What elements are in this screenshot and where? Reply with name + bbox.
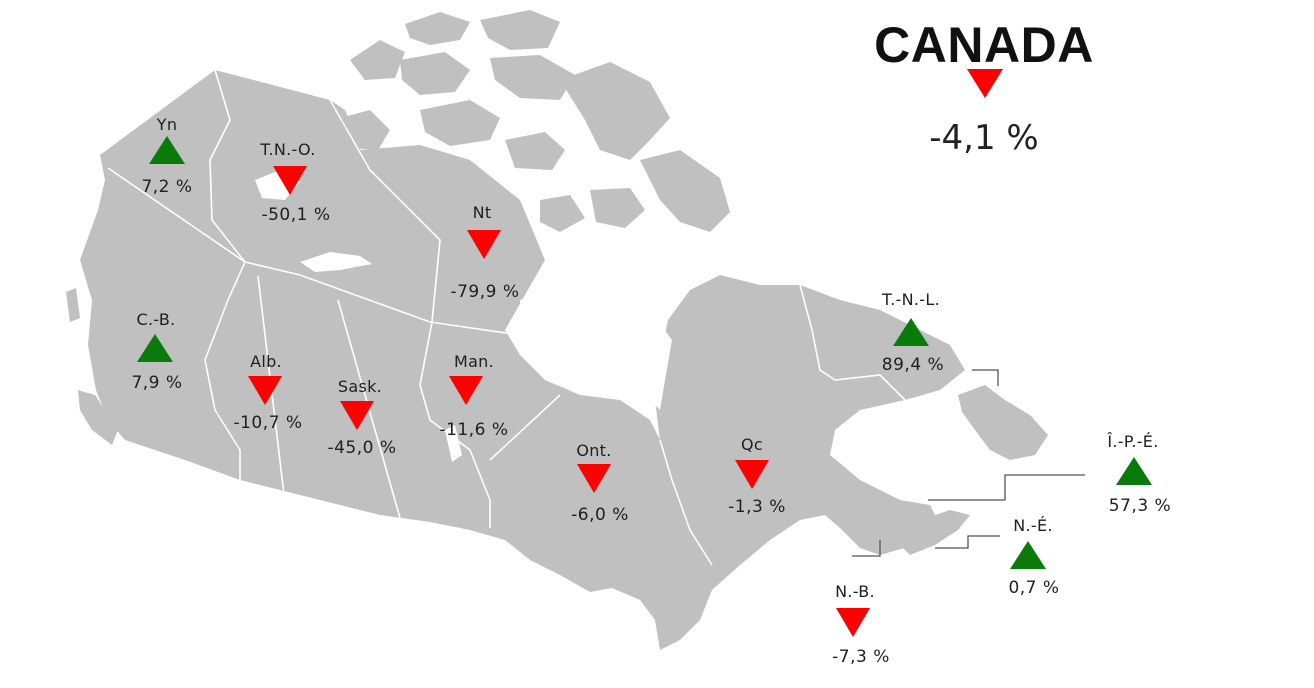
border-mb-on [419,321,491,528]
region-label-alb: Alb. [250,352,282,371]
arctic-island [590,188,645,228]
vancouver-island [78,390,118,445]
region-value-tno: -50,1 % [261,205,331,225]
arctic-island [505,132,565,170]
increase-arrow-icon [137,334,173,362]
increase-arrow-icon [1010,541,1046,569]
arctic-island [540,195,585,232]
region-label-man: Man. [453,352,495,371]
callout-line-tnl [972,369,999,386]
newfoundland [958,385,1048,460]
region-value-nb: -7,3 % [832,647,890,667]
arctic-island [405,12,470,45]
region-label-qc: Qc [741,435,763,454]
arctic-island [560,62,670,160]
region-value-nt: -79,9 % [450,282,520,302]
increase-arrow-icon [1116,457,1152,485]
haida-gwaii [66,288,80,322]
region-label-tno: T.N.-O. [260,140,316,159]
arctic-island [350,40,405,80]
border-mb-on-top [489,394,561,461]
region-label-yn: Yn [156,115,178,134]
region-label-cb: C.-B. [136,310,176,329]
border-north-60 [107,167,521,336]
region-value-yn: 7,2 % [141,177,193,197]
region-value-ne: 0,7 % [1008,578,1060,598]
arctic-island [640,150,730,232]
mainland [80,70,965,650]
national-decrease-arrow-icon [967,69,1003,98]
increase-arrow-icon [149,136,185,164]
region-value-man: -11,6 % [439,420,509,440]
region-label-ont: Ont. [576,441,612,460]
region-value-sask: -45,0 % [327,438,397,458]
callout-line-ipe [928,474,1085,501]
decrease-arrow-icon [248,376,282,405]
great-slave-lake [300,252,372,272]
region-label-sask: Sask. [337,377,383,396]
decrease-arrow-icon [836,608,870,637]
border-qc-nl [799,284,906,401]
arctic-island [420,100,500,146]
region-value-ipe: 57,3 % [1108,496,1172,516]
national-title: CANADA [874,17,1094,73]
decrease-arrow-icon [577,464,611,493]
decrease-arrow-icon [467,230,501,259]
callout-line-ne [935,535,1000,549]
decrease-arrow-icon [735,460,769,489]
callout-line-nb [852,540,881,557]
border-bc-ab [204,261,246,480]
region-label-ipe: Î.-P.-É. [1107,432,1159,451]
decrease-arrow-icon [273,166,307,195]
national-value: -4,1 % [929,118,1039,158]
border-yn-nwt [209,69,246,263]
border-on-qc [659,439,713,566]
nova-scotia [895,510,970,555]
arctic-island [400,52,470,95]
decrease-arrow-icon [340,401,374,430]
region-label-nb: N.-B. [835,582,875,601]
region-label-nt: Nt [472,203,492,222]
arctic-island [490,55,575,100]
decrease-arrow-icon [449,376,483,405]
region-value-alb: -10,7 % [233,413,303,433]
region-value-qc: -1,3 % [728,497,786,517]
region-label-ne: N.-É. [1013,516,1053,535]
arctic-island [480,10,560,50]
hudson-bay [520,290,672,410]
region-value-ont: -6,0 % [571,505,629,525]
border-nwt-nt [329,99,441,323]
increase-arrow-icon [893,318,929,346]
region-label-tnl: T.-N.-L. [882,290,940,309]
region-value-cb: 7,9 % [131,373,183,393]
region-value-tnl: 89,4 % [881,355,945,375]
